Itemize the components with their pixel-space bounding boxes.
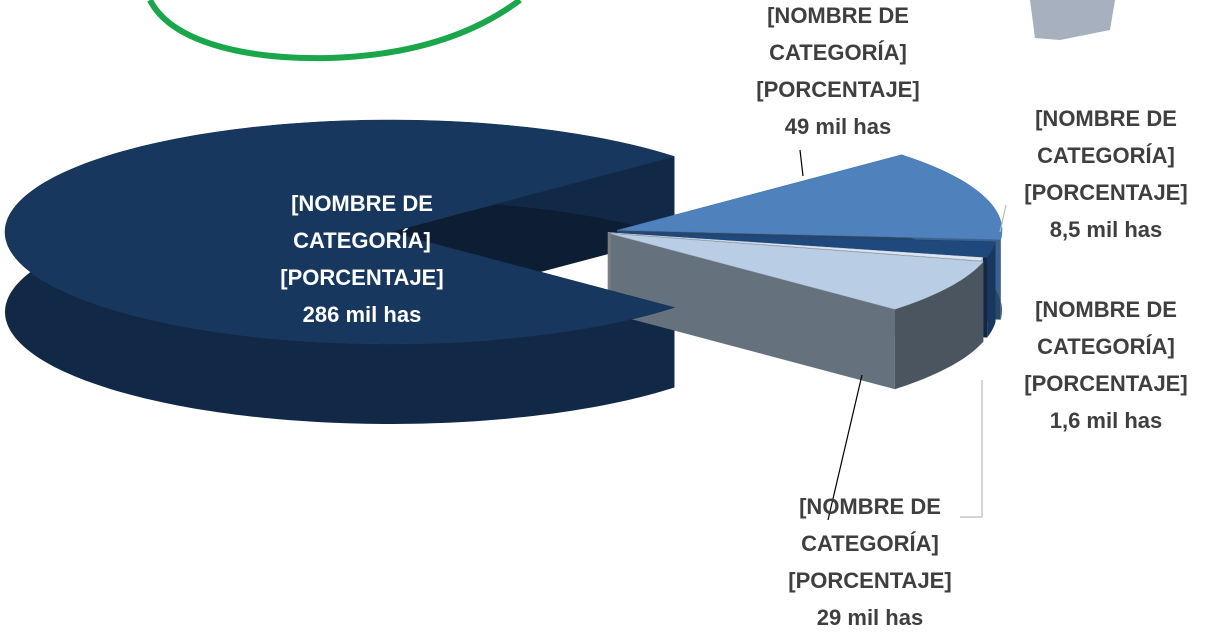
slice (611, 232, 996, 258)
label-line: [PORCENTAJE] (788, 568, 952, 593)
slice (610, 233, 984, 310)
label-line: [PORCENTAJE] (1024, 371, 1188, 396)
label-line: [NOMBRE DE CATEGORÍA] (799, 494, 941, 556)
decoration-shape (1030, 0, 1115, 40)
label-line: 286 mil has (302, 302, 422, 327)
label-line: 29 mil has (816, 605, 924, 630)
data-label: [NOMBRE DE CATEGORÍA] [PORCENTAJE] 1,6 mil… (1006, 291, 1206, 439)
slice (607, 232, 984, 261)
data-label: [NOMBRE DE CATEGORÍA] [PORCENTAJE] 286 mil… (262, 185, 462, 333)
leader-line (999, 204, 1007, 233)
label-line: [NOMBRE DE CATEGORÍA] (1035, 106, 1177, 168)
label-line: 8,5 mil has (1049, 217, 1163, 242)
data-label: [NOMBRE DE CATEGORÍA] [PORCENTAJE] 49 mil … (738, 0, 938, 145)
decoration-curve (147, 0, 522, 62)
leader-line (799, 149, 804, 177)
label-line: [NOMBRE DE CATEGORÍA] (767, 3, 909, 65)
leader-line (827, 374, 863, 521)
leader-lines (799, 149, 1007, 521)
data-label: [NOMBRE DE CATEGORÍA] [PORCENTAJE] 29 mil … (770, 488, 970, 636)
leader-line (960, 380, 983, 518)
label-line: [NOMBRE DE CATEGORÍA] (291, 191, 433, 253)
data-label: [NOMBRE DE CATEGORÍA] [PORCENTAJE] 8,5 mil… (1006, 100, 1206, 248)
slice (4, 119, 676, 345)
slice-side (987, 241, 996, 338)
label-line: [PORCENTAJE] (280, 265, 444, 290)
slice-side (894, 261, 984, 390)
label-line: [NOMBRE DE CATEGORÍA] (1035, 297, 1177, 359)
slice-tops (4, 119, 1003, 345)
label-line: 49 mil has (784, 114, 892, 139)
label-line: 1,6 mil has (1049, 408, 1163, 433)
slice (616, 154, 1003, 240)
slice-side (610, 233, 895, 390)
label-line: [PORCENTAJE] (756, 77, 920, 102)
label-line: [PORCENTAJE] (1024, 180, 1188, 205)
